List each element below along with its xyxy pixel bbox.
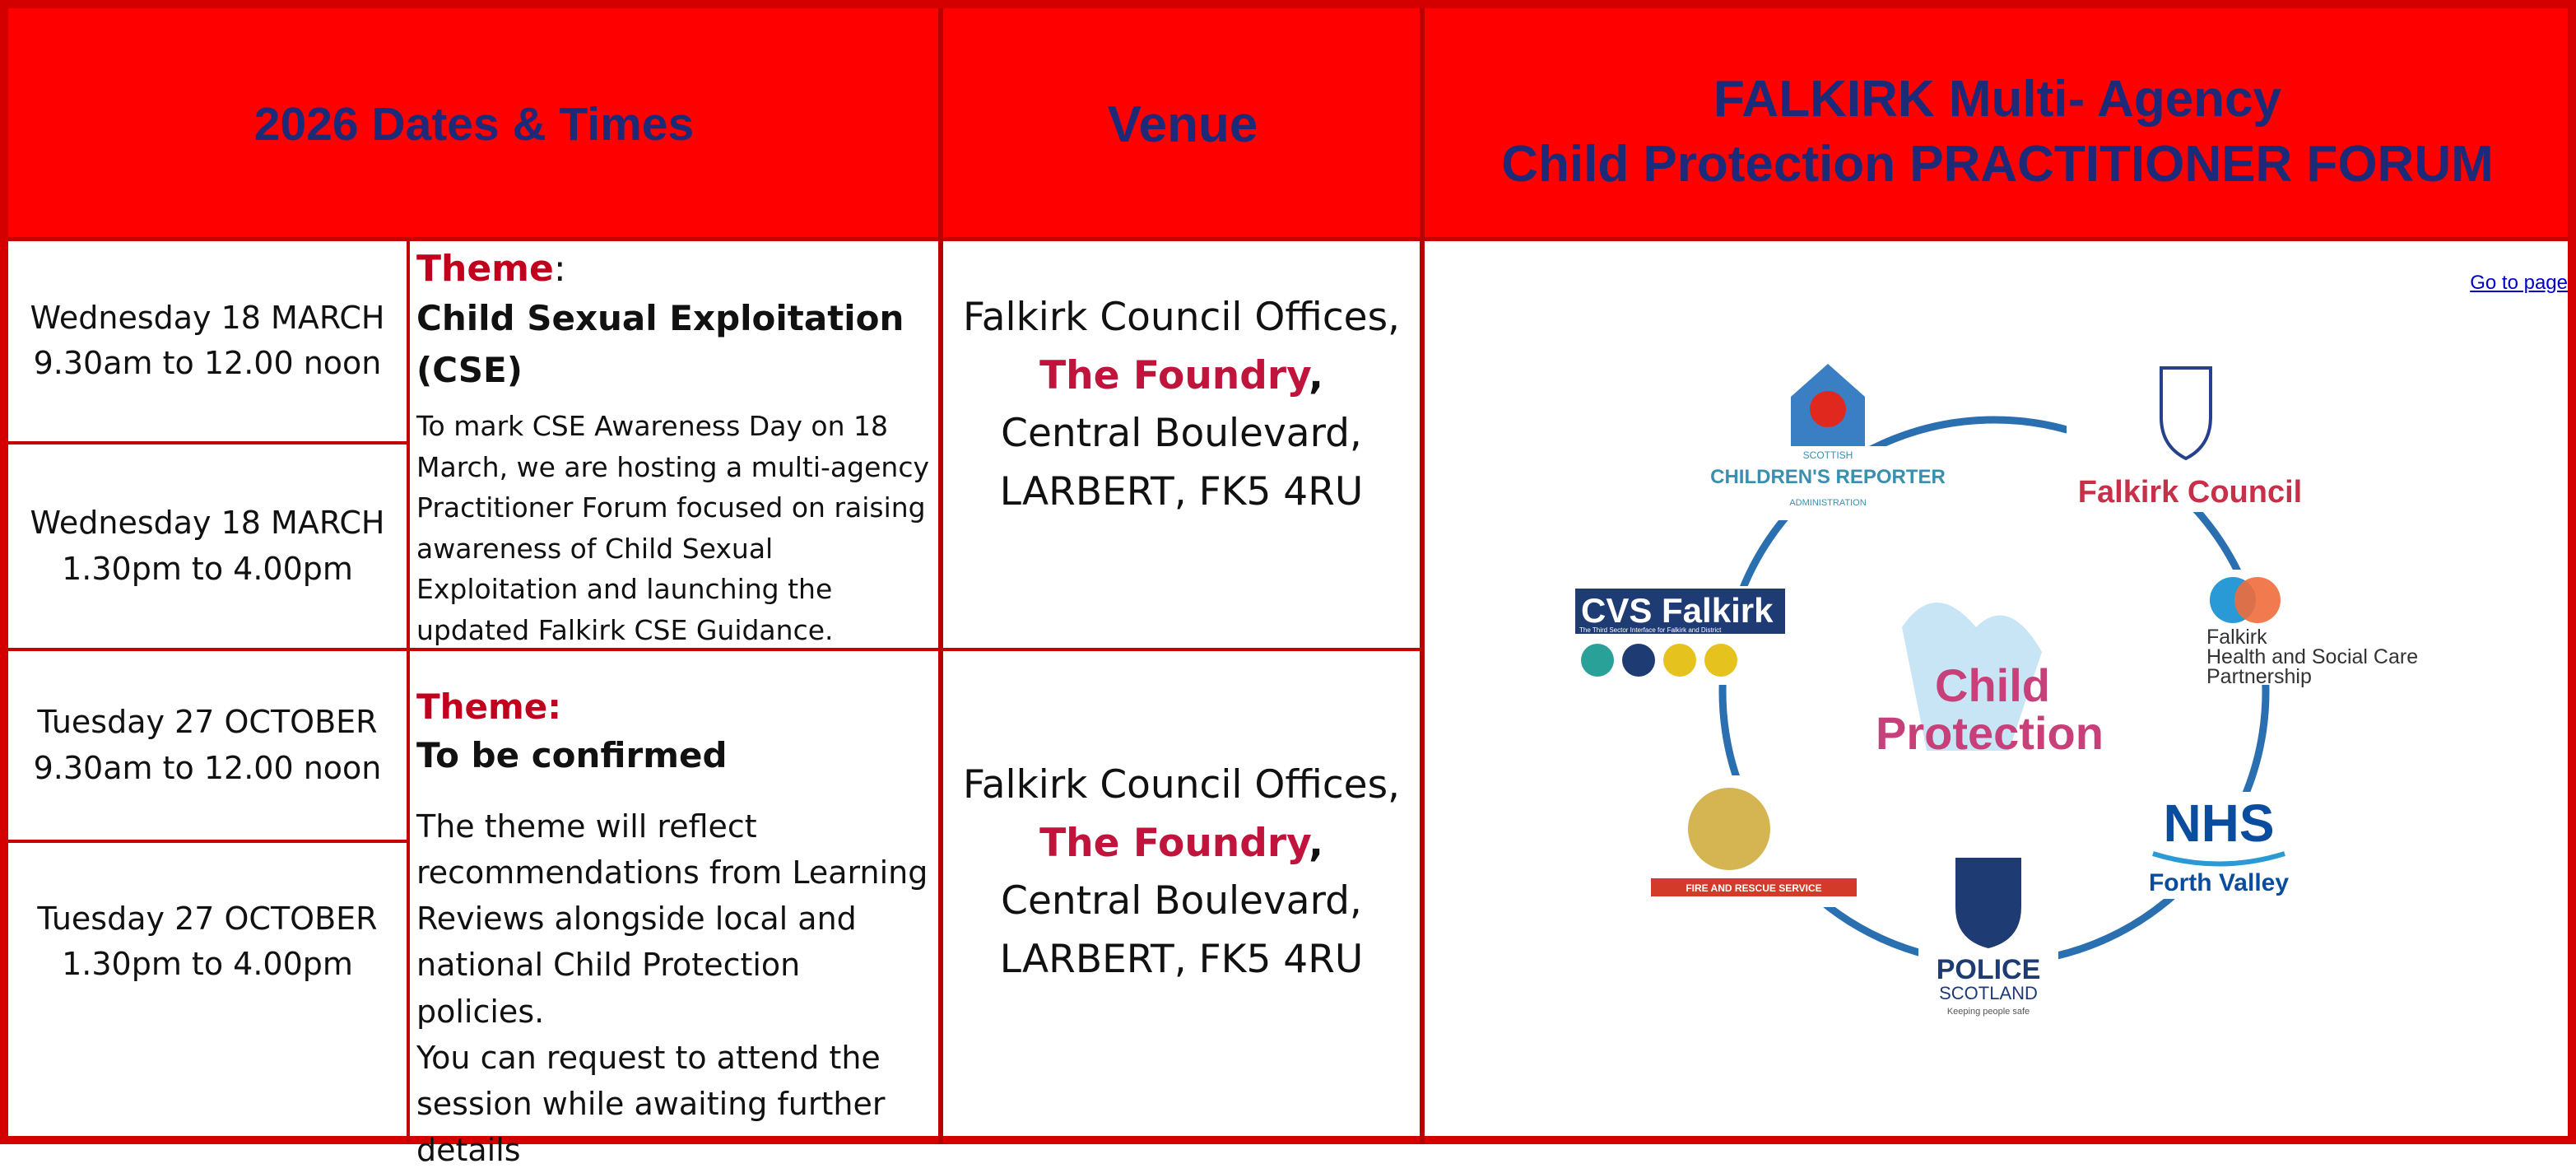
session-time: 1.30pm to 4.00pm bbox=[62, 946, 353, 982]
venue-line: LARBERT, FK5 4RU bbox=[999, 468, 1364, 514]
reporter-icon bbox=[1810, 391, 1846, 427]
logo-text: SCOTTISH bbox=[1803, 449, 1853, 461]
venue-line: Central Boulevard, bbox=[1001, 411, 1362, 456]
divider bbox=[938, 8, 943, 1144]
logo-text: ADMINISTRATION bbox=[1789, 498, 1866, 508]
cvs-banner bbox=[1575, 589, 1785, 634]
logo-text: The Third Sector Interface for Falkirk a… bbox=[1579, 626, 1722, 634]
logo-text: Child bbox=[1935, 659, 2050, 711]
title-line: FALKIRK Multi- Agency bbox=[1713, 70, 2282, 128]
session-day: Wednesday 18 MARCH bbox=[30, 299, 385, 336]
logo-text: NHS bbox=[2163, 794, 2274, 853]
theme-label-suffix: : bbox=[553, 248, 566, 290]
session: Tuesday 27 OCTOBER 9.30am to 12.00 noon bbox=[8, 651, 407, 840]
logo-text: SCOTLAND bbox=[1939, 983, 2038, 1003]
logo-text: Keeping people safe bbox=[1947, 1007, 2030, 1017]
logo-text: Partnership bbox=[2206, 665, 2312, 688]
divider bbox=[8, 237, 2568, 241]
police-crest bbox=[1955, 858, 2021, 948]
divider bbox=[1420, 8, 1425, 1144]
session: Wednesday 18 MARCH 1.30pm to 4.00pm bbox=[8, 445, 407, 648]
session-day: Tuesday 27 OCTOBER bbox=[37, 900, 378, 937]
theme-cell: Theme: To be confirmed The theme will re… bbox=[410, 683, 938, 1168]
nhs-wave bbox=[2152, 851, 2285, 867]
venue-comma: , bbox=[1309, 820, 1323, 866]
title-line: Child Protection PRACTITIONER FORUM bbox=[1501, 136, 2494, 193]
theme-title: Child Sexual Exploitation (CSE) bbox=[416, 298, 904, 391]
go-to-page-link[interactable]: Go to page bbox=[2470, 272, 2568, 294]
hscp-icon bbox=[2234, 577, 2281, 623]
cvs-icon bbox=[1581, 644, 1614, 677]
fire-badge bbox=[1688, 788, 1770, 870]
divider bbox=[407, 240, 410, 1144]
logo-text: Protection bbox=[1876, 707, 2104, 759]
frame bbox=[0, 0, 2576, 1144]
logo-text: Health and Social Care bbox=[2206, 645, 2418, 668]
venue-comma: , bbox=[1309, 352, 1323, 398]
header-text: Venue bbox=[1107, 95, 1258, 153]
logo-text: FIRE AND RESCUE SERVICE bbox=[1686, 882, 1821, 894]
venue-line: Falkirk Council Offices, bbox=[963, 762, 1400, 808]
theme-title: To be confirmed bbox=[416, 734, 728, 775]
logo-text: Forth Valley bbox=[2149, 869, 2289, 896]
session: Wednesday 18 MARCH 9.30am to 12.00 noon bbox=[8, 240, 407, 441]
header-venue: Venue bbox=[943, 8, 1422, 240]
partner-logos: SCOTTISH CHILDREN'S REPORTER ADMINISTRAT… bbox=[1573, 364, 2478, 1022]
venue-line: The Foundry, bbox=[1039, 347, 1323, 406]
session-time: 9.30am to 12.00 noon bbox=[33, 345, 382, 381]
session-day: Wednesday 18 MARCH bbox=[30, 505, 385, 542]
fire-banner bbox=[1651, 878, 1857, 896]
logo-text: POLICE bbox=[1937, 954, 2041, 985]
theme-cell: Theme: Child Sexual Exploitation (CSE) T… bbox=[410, 240, 938, 648]
cvs-icon bbox=[1704, 644, 1737, 677]
session-time: 9.30am to 12.00 noon bbox=[33, 749, 382, 786]
venue-line: The Foundry, bbox=[1039, 815, 1323, 873]
session-time: 1.30pm to 4.00pm bbox=[62, 550, 353, 587]
theme-label: Theme: bbox=[416, 245, 933, 292]
logo-text: CVS Falkirk bbox=[1581, 591, 1774, 630]
divider bbox=[8, 441, 408, 445]
cvs-icon bbox=[1622, 644, 1655, 677]
header-dates: 2026 Dates & Times bbox=[8, 8, 940, 240]
theme-description: The theme will reflect recommendations f… bbox=[416, 803, 933, 1173]
venue-highlight: The Foundry bbox=[1039, 352, 1309, 398]
venue-line: Falkirk Council Offices, bbox=[963, 295, 1400, 340]
council-crest bbox=[2160, 366, 2212, 461]
logo-text: Falkirk bbox=[2206, 626, 2267, 649]
description-paragraph: The theme will reflect recommendations f… bbox=[416, 808, 928, 1030]
header-bar bbox=[8, 8, 2568, 240]
venue: Falkirk Council Offices, The Foundry, Ce… bbox=[943, 240, 1420, 570]
theme-label-text: Theme bbox=[416, 248, 554, 290]
venue-highlight: The Foundry bbox=[1039, 820, 1309, 866]
description-paragraph: You can request to attend the session wh… bbox=[416, 1039, 886, 1169]
logo-bg bbox=[2141, 792, 2305, 899]
venue: Falkirk Council Offices, The Foundry, Ce… bbox=[943, 700, 1420, 1045]
session-day: Tuesday 27 OCTOBER bbox=[37, 704, 378, 741]
logo-text: Falkirk Council bbox=[2078, 475, 2302, 510]
logo-bg bbox=[1704, 446, 1951, 520]
hands-graphic bbox=[1902, 603, 2042, 751]
venue-line: LARBERT, FK5 4RU bbox=[999, 936, 1364, 982]
venue-line: Central Boulevard, bbox=[1001, 878, 1362, 924]
theme-label: Theme: bbox=[416, 687, 562, 727]
theme-description: To mark CSE Awareness Day on 18 March, w… bbox=[416, 406, 933, 650]
header-title: FALKIRK Multi- Agency Child Protection P… bbox=[1427, 49, 2568, 214]
session: Tuesday 27 OCTOBER 1.30pm to 4.00pm bbox=[8, 843, 407, 1040]
divider bbox=[8, 840, 408, 843]
cvs-icon bbox=[1663, 644, 1696, 677]
divider bbox=[8, 648, 1424, 651]
logo-text: CHILDREN'S REPORTER bbox=[1710, 466, 1946, 488]
header-text: 2026 Dates & Times bbox=[253, 98, 695, 151]
description-paragraph: To mark CSE Awareness Day on 18 March, w… bbox=[416, 410, 929, 646]
